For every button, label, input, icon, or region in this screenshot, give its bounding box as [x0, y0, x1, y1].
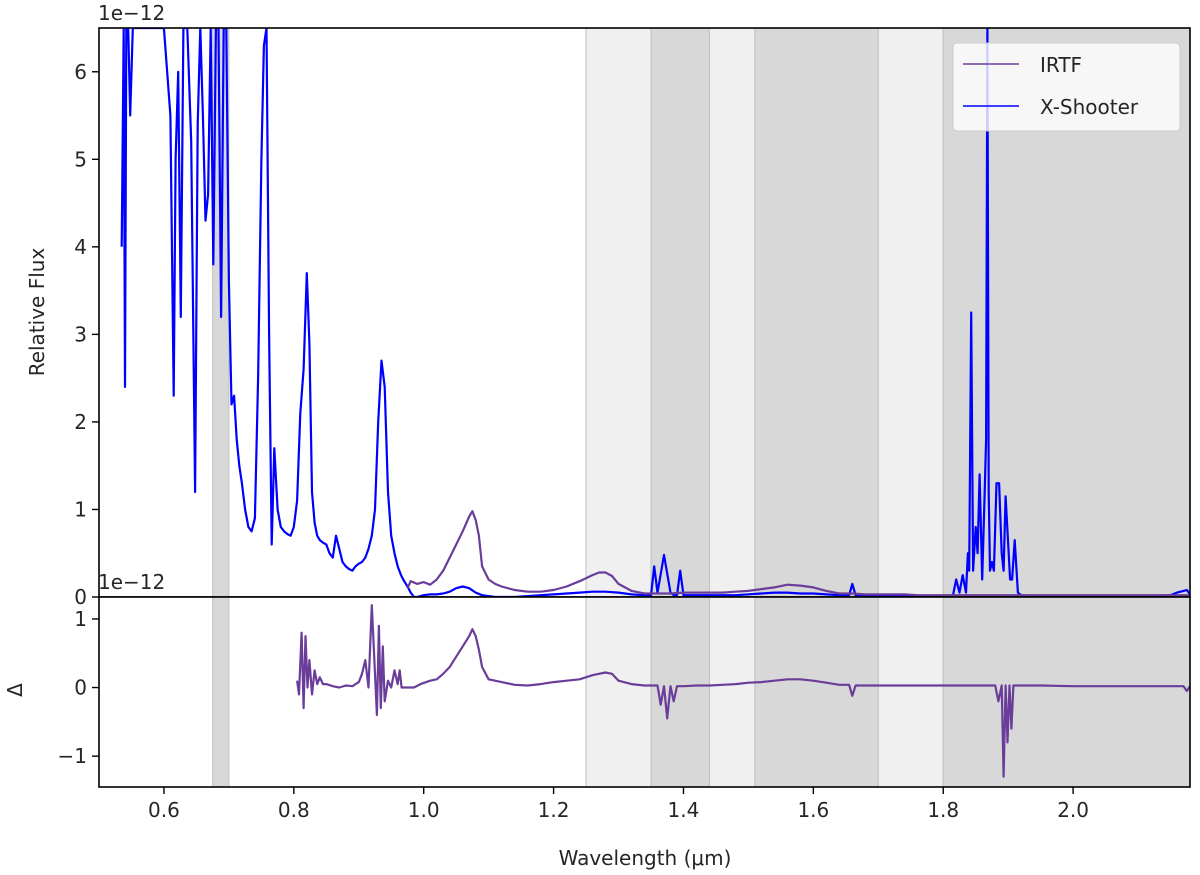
- legend-xshooter-label: X-Shooter: [1040, 95, 1139, 119]
- shaded-band: [585, 28, 652, 597]
- shaded-band: [877, 597, 944, 787]
- x-axis-ticks: 0.6 0.8 1.0 1.2 1.4 1.6 1.8 2.0: [148, 787, 1089, 822]
- y-tick-label: 6: [74, 60, 87, 84]
- y-tick-label: −1: [58, 744, 87, 768]
- y-tick-label: 1: [74, 497, 87, 521]
- y-tick-label: 2: [74, 410, 87, 434]
- x-tick-label: 1.6: [797, 798, 829, 822]
- shaded-band: [942, 597, 1190, 787]
- top-y-axis-label: Relative Flux: [25, 248, 49, 377]
- legend-irtf-label: IRTF: [1040, 53, 1082, 77]
- shaded-band: [877, 28, 944, 597]
- y-tick-label: 0: [74, 676, 87, 700]
- bottom-panel-residual: −101 0.6 0.8 1.0 1.2 1.4 1.6 1.8 2.0 1e−12 Δ Wa…: [3, 570, 1191, 870]
- legend: IRTF X-Shooter: [952, 42, 1181, 132]
- x-tick-label: 0.8: [278, 798, 310, 822]
- x-tick-label: 2.0: [1057, 798, 1089, 822]
- series-line: [406, 510, 1190, 597]
- x-tick-label: 1.4: [668, 798, 700, 822]
- series-line: [120, 28, 1190, 597]
- bottom-axes-frame: [98, 596, 1191, 788]
- shaded-band: [708, 597, 756, 787]
- y-tick-label: 4: [74, 235, 87, 259]
- bottom-y-axis-label: Δ: [3, 683, 27, 697]
- x-tick-label: 1.8: [927, 798, 959, 822]
- x-tick-label: 1.2: [538, 798, 570, 822]
- bottom-y-axis-ticks: −1 0 1: [58, 607, 99, 768]
- x-axis-label: Wavelength (μm): [559, 846, 732, 870]
- top-y-axis-ticks: 0 1 2 3 4 5 6: [74, 60, 99, 609]
- shaded-band: [585, 597, 652, 787]
- y-tick-label: 5: [74, 147, 87, 171]
- bottom-offset-text: 1e−12: [98, 570, 165, 594]
- shaded-band: [754, 28, 879, 597]
- bottom-residual-line: [296, 604, 1190, 778]
- shaded-band: [754, 597, 879, 787]
- legend-box: [952, 42, 1181, 132]
- shaded-band: [650, 597, 710, 787]
- y-tick-label: 0: [74, 585, 87, 609]
- top-spectra: [120, 28, 1190, 597]
- bottom-shaded-bands: [212, 597, 1190, 787]
- x-tick-label: 0.6: [148, 798, 180, 822]
- shaded-band: [212, 597, 230, 787]
- top-offset-text: 1e−12: [98, 1, 165, 25]
- series-line: [296, 604, 1190, 778]
- shaded-band: [708, 28, 756, 597]
- y-tick-label: 3: [74, 322, 87, 346]
- shaded-band: [650, 28, 710, 597]
- top-panel-flux: 0 1 2 3 4 5 6 1e−12 Relative Flux IRTF X-Shoot…: [25, 1, 1191, 609]
- x-tick-label: 1.0: [408, 798, 440, 822]
- y-tick-label: 1: [74, 607, 87, 631]
